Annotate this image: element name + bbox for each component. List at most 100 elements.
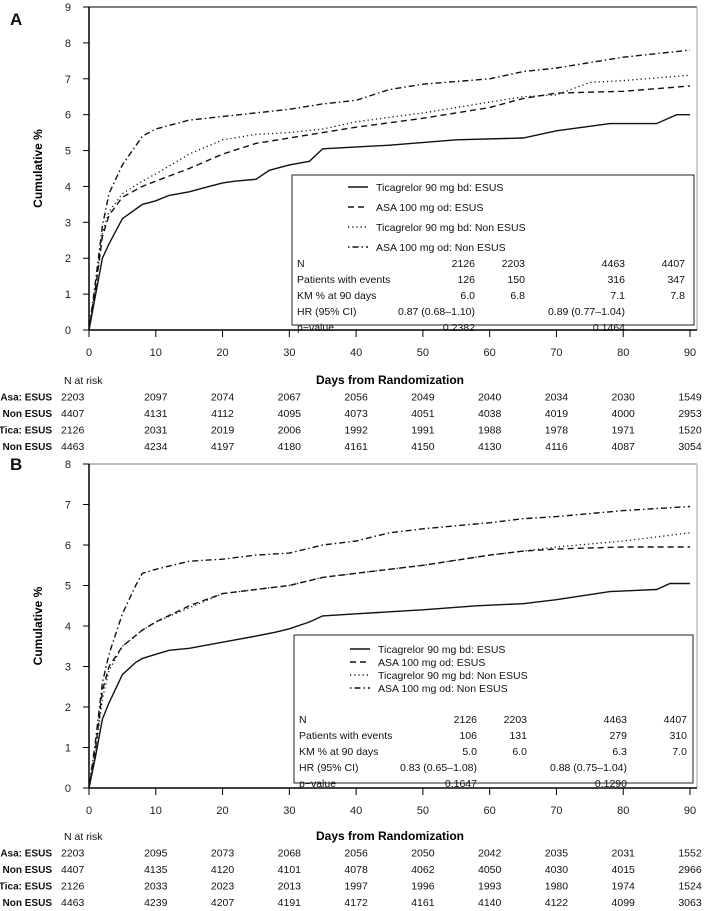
- risk-value: 4087: [612, 441, 636, 453]
- x-tick-label: 80: [617, 805, 629, 817]
- p-value-label: p−value: [299, 778, 336, 790]
- stats-value: 6.8: [510, 290, 525, 302]
- risk-value: 2203: [61, 392, 85, 404]
- x-tick-label: 50: [417, 805, 429, 817]
- stats-value: 106: [459, 730, 477, 742]
- stats-value: 279: [609, 730, 627, 742]
- risk-value: 1974: [612, 881, 636, 893]
- risk-value: 2035: [545, 848, 569, 860]
- risk-value: 4239: [144, 897, 168, 909]
- risk-value: 4095: [278, 408, 302, 420]
- legend-label: Ticagrelor 90 mg bd: Non ESUS: [376, 222, 526, 234]
- risk-value: 1996: [411, 881, 435, 893]
- x-tick-label: 80: [617, 347, 629, 359]
- risk-value: 2033: [144, 881, 168, 893]
- risk-value: 2203: [61, 848, 85, 860]
- risk-value: 4078: [344, 864, 368, 876]
- series-line-dashed: [88, 85, 691, 331]
- stats-value: 4463: [602, 258, 626, 270]
- risk-value: 2056: [344, 848, 368, 860]
- risk-table-title: N at risk: [64, 831, 103, 843]
- stats-value: 6.0: [512, 746, 527, 758]
- risk-value: 4135: [144, 864, 168, 876]
- risk-value: 4407: [61, 408, 85, 420]
- hr-non-esus: 0.88 (0.75–1.04): [550, 762, 627, 774]
- risk-value: 2042: [478, 848, 502, 860]
- p-value-label: p−value: [297, 322, 334, 334]
- risk-value: 4150: [411, 441, 435, 453]
- y-tick-label: 9: [65, 2, 71, 14]
- risk-row-label: Asa: ESUS: [0, 393, 52, 404]
- risk-value: 4161: [411, 897, 435, 909]
- y-tick-label: 5: [65, 581, 71, 593]
- risk-value: 4000: [612, 408, 636, 420]
- risk-value: 4015: [612, 864, 636, 876]
- risk-value: 1971: [612, 425, 636, 437]
- risk-value: 2049: [411, 392, 435, 404]
- stats-row-label: Patients with events: [299, 730, 392, 742]
- hr-label: HR (95% CI): [299, 762, 359, 774]
- legend-box: [291, 174, 695, 326]
- y-tick-label: 4: [65, 181, 71, 193]
- risk-value: 2126: [61, 881, 85, 893]
- risk-value: 1997: [344, 881, 368, 893]
- risk-value: 2095: [144, 848, 168, 860]
- risk-value: 4073: [344, 408, 368, 420]
- risk-value: 1978: [545, 425, 569, 437]
- risk-value: 2019: [211, 425, 235, 437]
- y-tick-label: 3: [65, 217, 71, 229]
- x-tick-label: 60: [484, 347, 496, 359]
- stats-value: 2126: [454, 714, 478, 726]
- x-tick-label: 0: [86, 805, 92, 817]
- x-tick-label: 0: [86, 347, 92, 359]
- y-axis-title: Cumulative %: [31, 586, 45, 665]
- stats-value: 4407: [662, 258, 686, 270]
- y-tick-label: 1: [65, 743, 71, 755]
- risk-value: 1991: [411, 425, 435, 437]
- risk-value: 2006: [278, 425, 302, 437]
- risk-value: 3054: [678, 441, 702, 453]
- risk-value: 2067: [278, 392, 302, 404]
- y-tick-label: 1: [65, 289, 71, 301]
- series-line-solid: [88, 582, 690, 789]
- risk-row-label: Asa: ESUS: [0, 849, 52, 860]
- series-line-dotdash: [88, 505, 691, 789]
- y-tick-label: 2: [65, 702, 71, 714]
- risk-value: 4122: [545, 897, 569, 909]
- y-tick-label: 0: [65, 325, 71, 337]
- risk-value: 4191: [278, 897, 302, 909]
- x-tick-label: 40: [350, 347, 362, 359]
- stats-value: 310: [669, 730, 687, 742]
- risk-row-label: Tica: ESUS: [0, 882, 52, 893]
- y-tick-label: 0: [65, 783, 71, 795]
- hr-non-esus: 0.89 (0.77–1.04): [548, 306, 625, 318]
- x-tick-label: 40: [350, 805, 362, 817]
- x-axis-title: Days from Randomization: [316, 829, 464, 843]
- risk-value: 1992: [344, 425, 368, 437]
- stats-value: 7.0: [672, 746, 687, 758]
- legend-label: ASA 100 mg od: ESUS: [378, 657, 485, 669]
- y-tick-label: 2: [65, 253, 71, 265]
- stats-value: 6.3: [612, 746, 627, 758]
- risk-value: 1980: [545, 881, 569, 893]
- x-tick-label: 30: [283, 805, 295, 817]
- risk-value: 2030: [612, 392, 636, 404]
- p-value-esus: 0.1647: [445, 778, 477, 790]
- legend-label: ASA 100 mg od: Non ESUS: [376, 242, 506, 254]
- x-tick-label: 30: [283, 347, 295, 359]
- stats-value: 4407: [664, 714, 688, 726]
- y-tick-label: 7: [65, 74, 71, 86]
- stats-row-label: KM % at 90 days: [299, 746, 378, 758]
- y-tick-label: 6: [65, 110, 71, 122]
- risk-row-label: Tica: Non ESUS: [0, 898, 52, 909]
- risk-value: 4172: [344, 897, 368, 909]
- legend-label: ASA 100 mg od: Non ESUS: [378, 683, 508, 695]
- risk-row-label: Tica: ESUS: [0, 426, 52, 437]
- risk-value: 1988: [478, 425, 502, 437]
- y-tick-label: 3: [65, 662, 71, 674]
- risk-value: 4463: [61, 897, 85, 909]
- stats-value: 316: [607, 274, 625, 286]
- p-value-non-esus: 0.1464: [593, 322, 625, 334]
- x-tick-label: 50: [417, 347, 429, 359]
